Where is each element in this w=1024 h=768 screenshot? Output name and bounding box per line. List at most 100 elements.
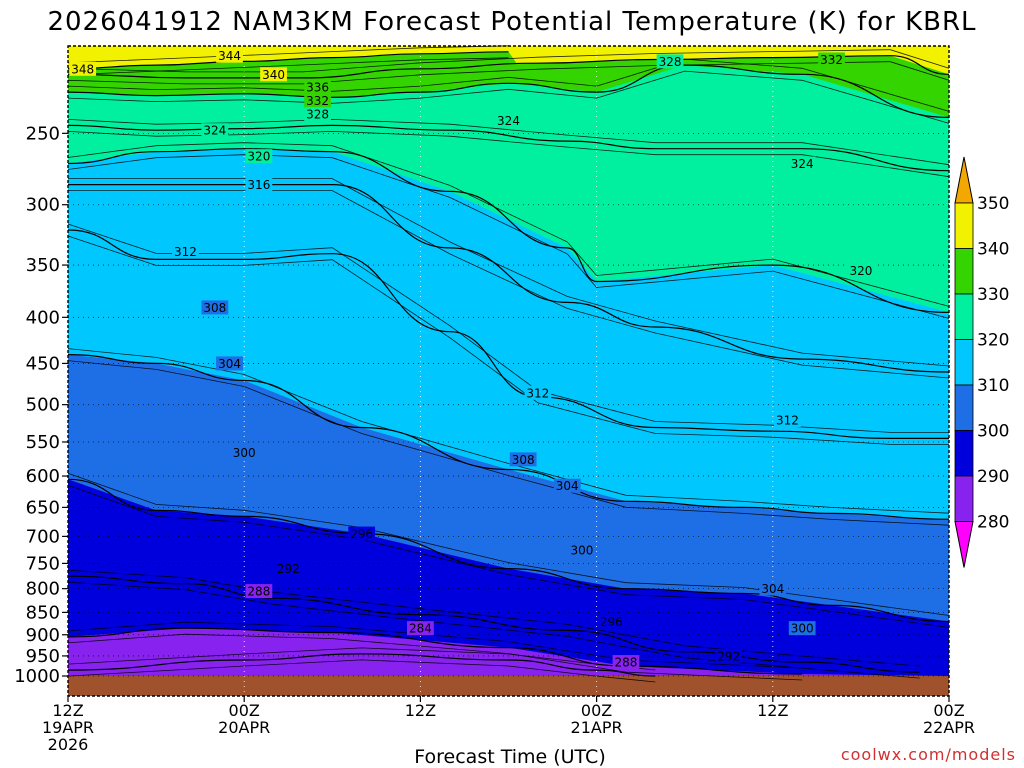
x-tick-label: 21APR (571, 718, 623, 737)
contour-label-bg (759, 581, 787, 596)
contour-label-text: 312 (526, 386, 549, 400)
contour-label-text: 304 (218, 357, 241, 371)
y-tick-label: 950 (26, 646, 60, 667)
contour-label: 316 (245, 177, 273, 192)
colorbar-label: 320 (977, 331, 1009, 351)
contour-label: 300 (568, 543, 596, 558)
contour-label-text: 304 (556, 479, 579, 493)
contour-label: 304 (216, 356, 243, 371)
contour-label-bg (774, 413, 801, 428)
contour-label-bg (245, 177, 273, 192)
contour-320k-contour (67, 148, 950, 313)
contour-label-bg (597, 614, 625, 629)
contour-label: 296 (597, 614, 625, 629)
contour-label-bg (818, 52, 845, 67)
contour-label: 284 (407, 621, 434, 636)
x-tick-label: 00Z (933, 701, 964, 720)
contour-label-text: 300 (791, 622, 814, 636)
colorbar-label: 330 (977, 285, 1009, 305)
contour-label-text: 324 (497, 114, 520, 128)
x-tick-label: 20APR (218, 718, 270, 737)
contour-label: 324 (495, 113, 522, 128)
colorbar-band (954, 248, 974, 295)
contour-label: 312 (172, 244, 199, 259)
colorbar-label: 280 (977, 513, 1009, 533)
contour-label: 344 (216, 48, 243, 63)
contour-label-bg (245, 584, 273, 599)
contour-label-text: 324 (791, 157, 814, 171)
contour-label: 336 (304, 79, 332, 94)
contour-label-text: 312 (174, 245, 197, 259)
contour-label-text: 308 (512, 453, 535, 467)
x-tick-label: 00Z (229, 701, 260, 720)
plot-frame (67, 45, 950, 697)
contour-label-text: 332 (306, 94, 329, 108)
contour-label-text: 336 (306, 80, 329, 94)
contour-minor (67, 581, 920, 679)
contour-label-bg (656, 54, 684, 69)
contour-minor (67, 235, 949, 445)
contour-lines (67, 45, 950, 683)
colorbar: 350 340 330 320 310 300 290 280 (954, 156, 1009, 568)
colorbar-band (954, 384, 974, 431)
x-tick-label: 22APR (923, 718, 975, 737)
contour-label-bg (524, 385, 552, 400)
contour-label: 332 (304, 93, 332, 108)
contour-label-bg (304, 93, 332, 108)
contour-label-text: 284 (409, 622, 432, 636)
contour-label-text: 300 (233, 446, 256, 460)
contour-label-text: 332 (820, 53, 843, 67)
contour-label-text: 316 (247, 178, 270, 192)
contour-minor (67, 130, 950, 178)
contour-label-bg (847, 263, 875, 278)
y-tick-label: 1000 (14, 666, 60, 687)
contour-label: 300 (230, 445, 258, 460)
contour-316k-contour (67, 183, 950, 373)
contour-minor (67, 360, 950, 526)
colorbar-band (954, 475, 974, 522)
contour-label-text: 300 (570, 544, 593, 558)
contour-minor (67, 348, 950, 514)
x-tick-label: 12Z (52, 701, 83, 720)
contour-label-text: 324 (203, 124, 226, 138)
x-tick-label: 12Z (405, 701, 436, 720)
contour-label-bg (612, 655, 640, 670)
contour-label-text: 340 (262, 68, 285, 82)
contour-label: 340 (260, 67, 287, 82)
contour-label-bg (274, 561, 302, 576)
contour-minor (67, 49, 950, 73)
contour-label: 308 (509, 452, 537, 467)
contour-minor (67, 70, 950, 124)
contour-label: 324 (788, 156, 816, 171)
contour-label: 304 (759, 581, 787, 596)
contour-minor (67, 223, 949, 433)
contour-340k-contour (67, 51, 509, 70)
contour-label-bg (304, 79, 332, 94)
contour-minor (67, 633, 803, 681)
contour-minor (67, 569, 920, 667)
contour-label: 312 (774, 413, 801, 428)
contour-label-bg (201, 300, 229, 315)
contour-label: 320 (245, 149, 273, 164)
contour-minor (67, 154, 950, 319)
y-tick-label: 300 (26, 195, 60, 216)
colorbar-label: 290 (977, 467, 1009, 487)
contour-label-text: 348 (71, 62, 94, 76)
contour-label-bg (245, 149, 273, 164)
contour-label-bg (348, 526, 376, 541)
contour-300k-contour (67, 478, 950, 623)
y-tick-label: 600 (26, 466, 60, 487)
credit-text: coolwx.com/models (841, 745, 1016, 764)
grid-lines (67, 46, 950, 696)
contour-label-text: 292 (717, 649, 740, 663)
contour-label-bg (260, 67, 287, 82)
contour-label-bg (201, 123, 229, 138)
contour-minor (68, 178, 950, 367)
contour-288k-contour (67, 627, 803, 675)
contour-label-text: 296 (600, 615, 623, 629)
contour-minor (67, 118, 950, 166)
contour-label-bg (495, 113, 522, 128)
contour-label-bg (568, 543, 596, 558)
contour-label-bg (172, 244, 199, 259)
chart-title: 2026041912 NAM3KM Forecast Potential Tem… (47, 7, 976, 37)
